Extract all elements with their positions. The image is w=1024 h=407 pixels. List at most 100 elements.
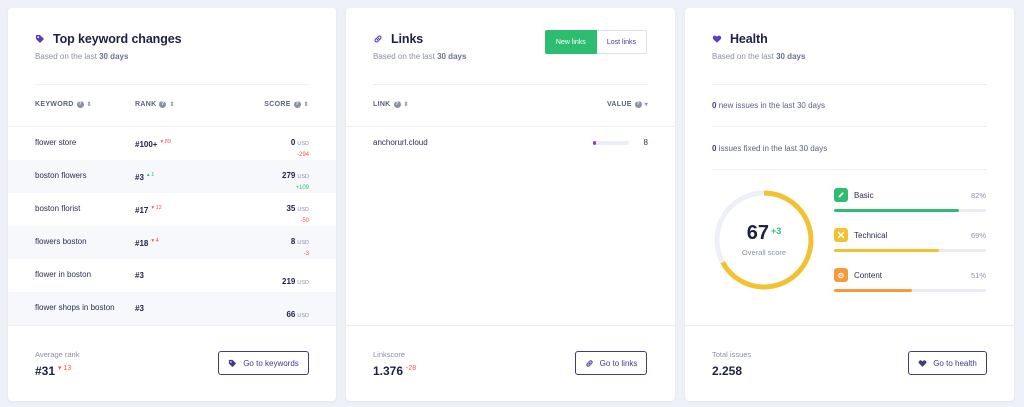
score-delta: -50 [300,218,309,224]
column-header-link[interactable]: LINK? ⇕ [373,101,409,108]
overall-score-gauge [714,190,814,290]
links-card: Links Based on the last 30 days New link… [346,8,675,401]
links-subtitle: Based on the last 30 days [373,52,467,61]
go-to-links-button[interactable]: Go to links [575,351,647,375]
keywords-card: Top keyword changes Based on the last 30… [8,8,336,401]
score-cell: 66 USD [286,310,309,319]
new-links-tab[interactable]: New links [544,30,597,54]
rank-cell: #3 [135,304,144,313]
rank-cell: #100+ ▾ 89 [135,139,171,149]
table-row[interactable]: boston florist #17 ▾ 12 35 USD -50 [8,193,336,226]
average-rank-delta: ▾ 13 [58,365,72,372]
category-technical[interactable]: Technical 69% [834,228,986,258]
new-issues-text: 0 new issues in the last 30 days [712,101,825,110]
linkscore-value: 1.376 -28 [373,364,417,378]
help-icon[interactable]: ? [293,101,301,108]
sort-desc-icon[interactable]: ▾ [644,102,648,108]
content-icon [834,268,848,282]
keyword-cell[interactable]: boston flowers [35,171,87,180]
help-icon[interactable]: ? [76,101,84,108]
category-percent: 82% [970,191,986,200]
average-rank-label: Average rank [35,350,80,359]
divider [35,84,309,85]
pencil-icon [834,188,848,202]
fixed-issues-text: 0 issues fixed in the last 30 days [712,144,828,153]
score-cell: 219 USD [282,277,309,286]
help-icon[interactable]: ? [159,101,167,108]
keyword-cell[interactable]: flower shops in boston [35,303,115,312]
score-delta: -294 [296,152,309,158]
rank-cell: #3 ▴ 1 [135,172,155,182]
divider [8,325,336,326]
divider [346,325,675,326]
rank-cell: #18 ▾ 4 [135,238,159,248]
total-issues-value: 2.258 [712,364,743,378]
overall-score: 67 +3 Overall score [712,188,816,292]
go-to-keywords-button[interactable]: Go to keywords [218,351,309,375]
rank-cell: #3 [135,271,144,280]
category-basic[interactable]: Basic 82% [834,188,986,218]
divider [346,126,675,127]
help-icon[interactable]: ? [634,101,642,108]
keyword-cell[interactable]: boston florist [35,204,81,213]
table-row[interactable]: flower in boston #3 219 USD [8,259,336,292]
go-to-health-button[interactable]: Go to health [908,351,987,375]
rank-delta: ▾ 4 [151,238,159,244]
category-percent: 69% [970,231,986,240]
table-row[interactable]: flower shops in boston #3 66 USD [8,292,336,325]
category-progress [834,249,986,252]
rank-delta: ▾ 89 [160,139,171,145]
keywords-title: Top keyword changes [53,32,182,46]
category-content[interactable]: Content 51% [834,268,986,298]
category-percent: 51% [970,271,986,280]
overall-score-delta: +3 [770,226,782,236]
links-toggle: New links Lost links [544,30,647,54]
overall-score-label: Overall score [741,248,787,257]
health-title: Health [730,32,768,46]
tools-icon [834,228,848,242]
table-row[interactable]: flowers boston #18 ▾ 4 8 USD -3 [8,226,336,259]
rank-delta: ▾ 12 [151,205,162,211]
keyword-cell[interactable]: flowers boston [35,237,87,246]
sort-icon[interactable]: ⇕ [86,102,92,108]
rank-delta: ▴ 1 [146,172,155,178]
divider [373,84,648,85]
link-icon [373,34,383,44]
category-name: Content [854,271,883,280]
heart-icon [918,359,927,367]
sort-icon[interactable]: ⇕ [403,102,409,108]
column-header-rank[interactable]: RANK? ⇕ [135,101,175,108]
column-header-score[interactable]: SCORE? ⇕ [264,101,309,108]
link-url[interactable]: anchorurl.cloud [373,138,428,147]
score-cell: 8 USD -3 [290,237,309,257]
keywords-header: Top keyword changes Based on the last 30… [35,32,314,61]
category-name: Basic [854,191,874,200]
divider [712,126,987,127]
category-progress [834,289,986,292]
sort-icon[interactable]: ⇕ [169,102,175,108]
link-value-bar [593,141,629,145]
lost-links-tab[interactable]: Lost links [596,30,647,54]
average-rank-value: #31 ▾ 13 [35,364,72,378]
heart-icon [712,34,722,44]
keyword-cell[interactable]: flower in boston [35,270,92,279]
column-header-value[interactable]: VALUE? ▾ [606,101,648,108]
linkscore-delta: -28 [406,365,417,372]
divider [685,325,1014,326]
sort-icon[interactable]: ⇕ [303,102,309,108]
list-item[interactable]: anchorurl.cloud 8 [373,138,648,147]
score-cell: 35 USD -50 [286,204,309,224]
divider [8,126,336,127]
linkscore-label: Linkscore [373,350,406,359]
score-delta: +109 [295,185,309,191]
category-progress [834,209,986,212]
category-name: Technical [854,231,888,240]
links-header: Links Based on the last 30 days [373,32,653,61]
rank-cell: #17 ▾ 12 [135,205,162,215]
keyword-cell[interactable]: flower store [35,138,77,147]
table-row[interactable]: boston flowers #3 ▴ 1 279 USD +109 [8,160,336,193]
help-icon[interactable]: ? [393,101,401,108]
column-header-keyword[interactable]: KEYWORD? ⇕ [35,101,92,108]
table-row[interactable]: flower store #100+ ▾ 89 0 USD -294 [8,127,336,160]
links-title: Links [391,32,424,46]
